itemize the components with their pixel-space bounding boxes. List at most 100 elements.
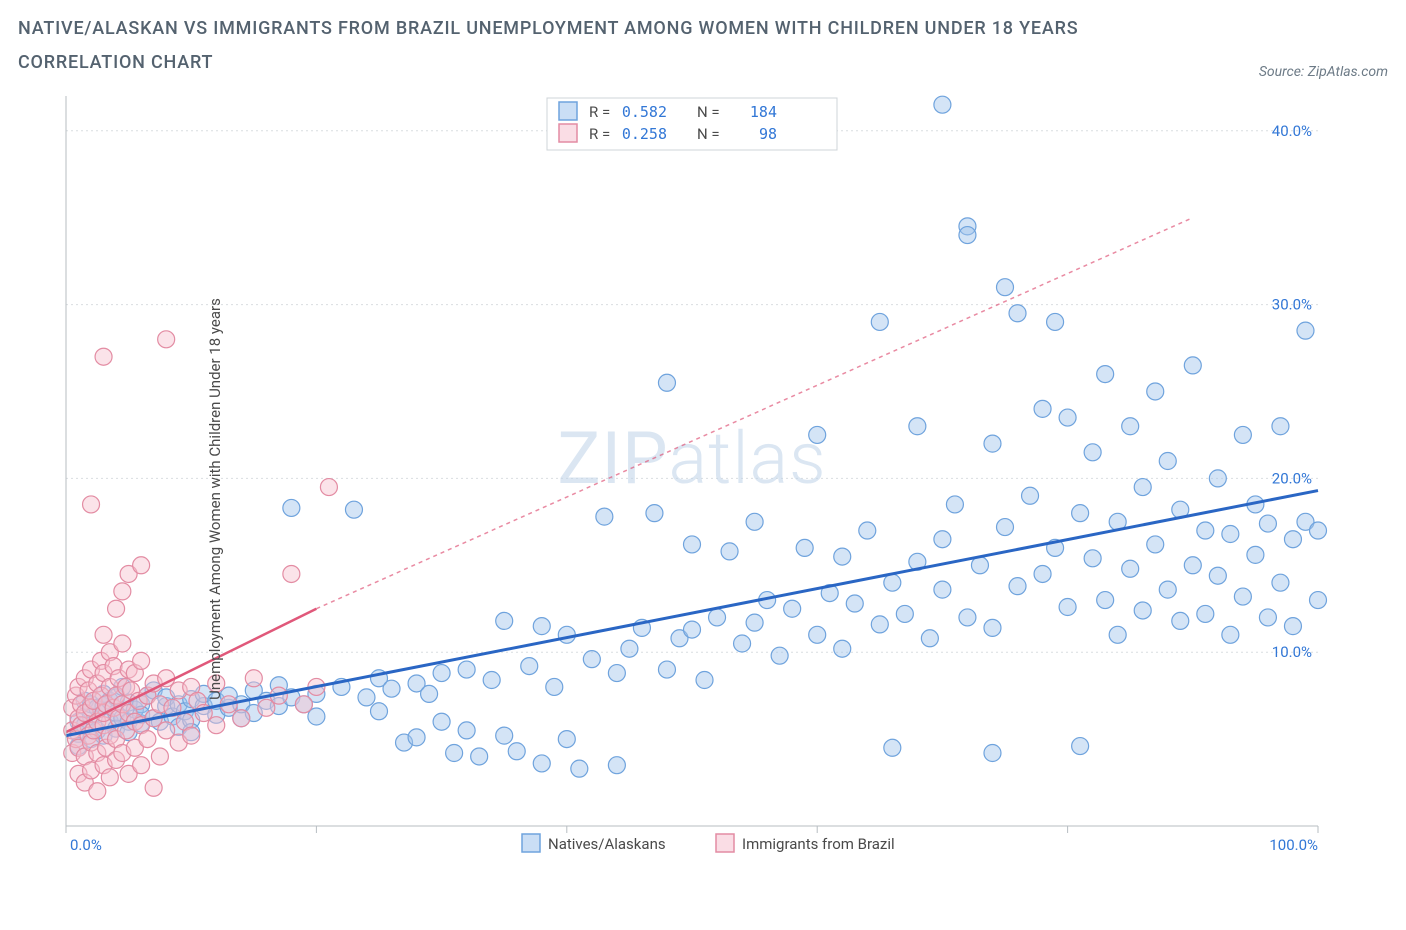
data-point [721,543,738,560]
data-point [734,635,751,652]
data-point [984,435,1001,452]
data-point [1184,557,1201,574]
data-point [946,496,963,513]
data-point [658,375,675,392]
legend-r-label: R = [589,125,610,143]
data-point [1097,366,1114,383]
data-point [684,621,701,638]
data-point [433,714,450,731]
data-point [1072,505,1089,522]
data-point [1097,592,1114,609]
source-label: Source: ZipAtlas.com [1259,64,1388,80]
data-point [1209,568,1226,585]
data-point [283,566,300,583]
data-point [1034,401,1051,418]
data-point [183,727,200,744]
data-point [658,661,675,678]
legend-r-value: 0.582 [622,103,667,121]
data-point [421,686,438,703]
data-point [871,314,888,331]
data-point [884,740,901,757]
x-tick-label: 100.0% [1269,836,1318,854]
data-point [909,418,926,435]
data-point [533,755,550,772]
data-point [1297,323,1314,340]
data-point [1147,536,1164,553]
data-point [621,641,638,658]
data-point [83,496,100,513]
data-point [1084,550,1101,567]
x-tick-label: 0.0% [70,836,102,854]
data-point [571,761,588,778]
data-point [809,627,826,644]
y-tick-label: 30.0% [1272,296,1312,314]
title-line2: CORRELATION CHART [18,52,213,73]
legend-n-value: 98 [759,125,777,143]
data-point [358,689,375,706]
data-point [383,681,400,698]
data-point [151,748,168,765]
data-point [1284,531,1301,548]
data-point [934,581,951,598]
data-point [521,658,538,675]
data-point [934,531,951,548]
chart-container: Unemployment Among Women with Children U… [18,86,1388,911]
data-point [1272,418,1289,435]
data-point [114,635,131,652]
data-point [95,627,112,644]
data-point [558,627,575,644]
data-point [1059,409,1076,426]
data-point [921,630,938,647]
data-point [446,745,463,762]
data-point [696,672,713,689]
data-point [1234,427,1251,444]
data-point [108,601,125,618]
data-point [496,727,513,744]
data-point [859,522,876,539]
legend-r-label: R = [589,103,610,121]
data-point [95,349,112,366]
data-point [1147,383,1164,400]
data-point [408,729,425,746]
data-point [796,540,813,557]
data-point [471,748,488,765]
data-point [1134,602,1151,619]
data-point [608,665,625,682]
data-point [1310,592,1327,609]
data-point [483,672,500,689]
data-point [997,279,1014,296]
y-axis-label: Unemployment Among Women with Children U… [206,298,224,700]
title-line1: NATIVE/ALASKAN VS IMMIGRANTS FROM BRAZIL… [18,18,1078,39]
legend-n-value: 184 [750,103,777,121]
data-point [1084,444,1101,461]
data-point [1184,357,1201,374]
data-point [533,618,550,635]
data-point [101,769,118,786]
data-point [114,583,131,600]
data-point [89,783,106,800]
data-point [158,331,175,348]
data-point [608,757,625,774]
legend-series-label: Immigrants from Brazil [742,835,895,853]
data-point [746,514,763,531]
data-point [1247,547,1264,564]
legend-swatch [559,102,577,120]
data-point [1310,522,1327,539]
data-point [1109,627,1126,644]
data-point [684,536,701,553]
data-point [1234,588,1251,605]
data-point [1272,575,1289,592]
data-point [233,710,250,727]
data-point [997,519,1014,536]
watermark: ZIPatlas [557,416,826,501]
data-point [546,679,563,696]
data-point [1134,479,1151,496]
data-point [834,548,851,565]
data-point [1122,418,1139,435]
legend-swatch [559,124,577,142]
data-point [133,557,150,574]
chart-title: NATIVE/ALASKAN VS IMMIGRANTS FROM BRAZIL… [18,12,1078,80]
data-point [596,508,613,525]
data-point [320,479,337,496]
trend-line [66,491,1318,736]
